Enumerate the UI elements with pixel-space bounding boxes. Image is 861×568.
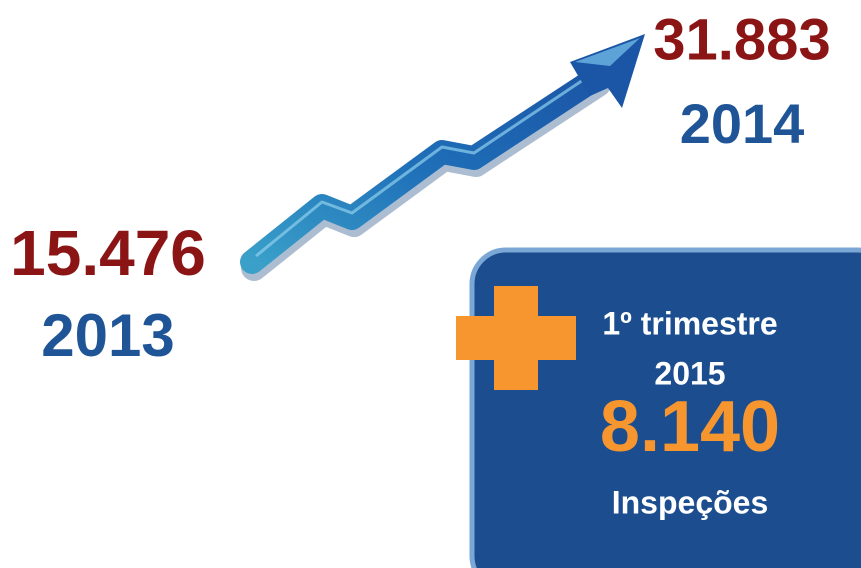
value-2015: 8.140 [600,387,780,467]
value-2014: 31.883 [653,7,830,72]
year-2013: 2013 [41,302,174,369]
year-2015: 2015 [654,355,725,391]
plus-icon [456,286,576,390]
year-2014: 2014 [680,92,805,155]
growth-arrow [240,34,645,281]
period: 1º trimestre [602,305,777,341]
box-label: Inspeções [612,484,769,520]
value-2013: 15.476 [10,217,206,289]
